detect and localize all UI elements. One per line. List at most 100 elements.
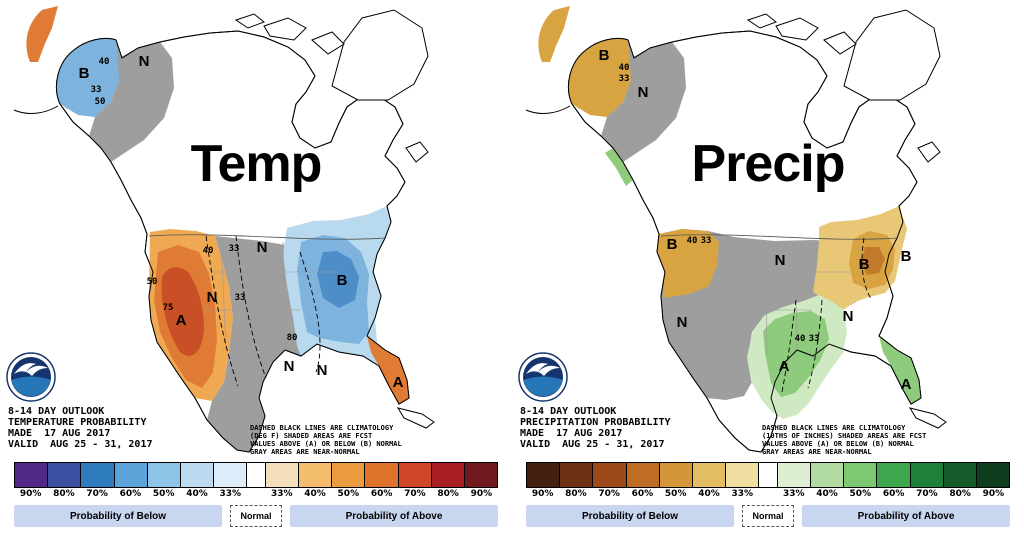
climatology-line: [781, 299, 797, 393]
scale-segment: [299, 463, 333, 487]
scale-segment: [777, 463, 812, 487]
map-label-33: 33: [91, 85, 102, 95]
map-label-40: 40: [99, 57, 110, 67]
arctic-island-1: [775, 17, 819, 41]
scale-segment: [811, 463, 845, 487]
map-label-75: 75: [163, 303, 174, 313]
scale-segment: [659, 463, 693, 487]
precip-region-south-above-mid: [763, 311, 829, 397]
scale-percent-label: 50%: [849, 489, 872, 499]
temp-outlook-text: 8-14 DAY OUTLOOK TEMPERATURE PROBABILITY…: [8, 406, 153, 450]
disclaimer-line: VALUES ABOVE (A) OR BELOW (B) NORMAL: [762, 440, 914, 448]
scale-percent-label: 40%: [698, 489, 720, 499]
disclaimer-line: GRAY AREAS ARE NEAR-NORMAL: [762, 448, 872, 456]
outlook-line: 8-14 DAY OUTLOOK: [8, 406, 105, 417]
precip-region-northwest-sliver-below: [538, 6, 570, 62]
state-line: [252, 239, 256, 355]
scale-segment: [114, 463, 148, 487]
outlook-line: 8-14 DAY OUTLOOK: [520, 406, 617, 417]
scale-percent-label: [759, 489, 777, 502]
above-caption: Probability of Above: [802, 505, 1010, 527]
map-label-A: A: [779, 358, 790, 375]
scale-segment: [431, 463, 465, 487]
scale-percent-label: 80%: [565, 489, 587, 499]
temp-title: Temp: [190, 135, 323, 193]
temp-colorbar-labels: 90% 80% 70% 60% 50% 40% 33% 33% 40% 50% 60% 70% 80% 9…: [14, 489, 498, 502]
temp-scale-captions: Probability of Below Normal Probability …: [14, 505, 498, 527]
newfoundland: [917, 141, 941, 163]
disclaimer-line: DASHED BLACK LINES ARE CLIMATOLOGY: [762, 424, 906, 432]
precip-region-pnw-below: [657, 229, 719, 298]
outlook-line: MADE 17 AUG 2017: [8, 428, 111, 439]
map-label-N: N: [207, 289, 218, 306]
map-label-33: 33: [809, 334, 820, 344]
climatology-line: [205, 235, 239, 387]
map-label-B: B: [599, 47, 610, 64]
temp-map-area: B 40 N 33 50 40 33 N 50 75 A N 33 B 80 N N A Temp 8-14 DA…: [0, 0, 512, 460]
precip-disclaimer-text: DASHED BLACK LINES ARE CLIMATOLOGY (10TH…: [762, 424, 1022, 456]
map-label-A: A: [393, 374, 404, 391]
scale-segment: [726, 463, 760, 487]
us-canada-border: [660, 234, 898, 240]
scale-segment: [15, 463, 49, 487]
scale-percent-label: 90%: [470, 489, 493, 499]
map-label-N: N: [638, 84, 649, 101]
map-label-B: B: [901, 248, 912, 265]
precip-region-panhandle-above: [605, 148, 633, 186]
map-label-40: 40: [795, 334, 806, 344]
scale-segment: [48, 463, 82, 487]
scale-segment: [180, 463, 215, 487]
scale-percent-label: 70%: [86, 489, 108, 499]
map-label-N: N: [257, 239, 268, 256]
normal-caption: Normal: [742, 505, 794, 527]
scale-percent-label: 90%: [982, 489, 1005, 499]
scale-percent-label: [247, 489, 265, 502]
noaa-logo: [518, 352, 568, 402]
scale-segment: [759, 463, 778, 487]
scale-segment: [332, 463, 366, 487]
above-caption: Probability of Above: [290, 505, 498, 527]
scale-percent-label: 40%: [816, 489, 838, 499]
scale-segment: [626, 463, 660, 487]
scale-segment: [593, 463, 627, 487]
below-caption: Probability of Below: [526, 505, 734, 527]
scale-segment: [527, 463, 561, 487]
scale-percent-label: 80%: [53, 489, 75, 499]
scale-segment: [147, 463, 181, 487]
scale-percent-label: 60%: [370, 489, 393, 499]
scale-segment: [910, 463, 944, 487]
state-line: [764, 239, 768, 355]
temp-region-northwest-sliver-above: [26, 6, 58, 62]
outlook-line: VALID AUG 25 - 31, 2017: [520, 439, 665, 450]
disclaimer-line: GRAY AREAS ARE NEAR-NORMAL: [250, 448, 360, 456]
scale-segment: [464, 463, 498, 487]
scale-percent-label: 90%: [531, 489, 554, 499]
climatology-line: [235, 235, 267, 379]
map-label-N: N: [677, 314, 688, 331]
map-label-B: B: [859, 256, 870, 273]
state-line: [282, 241, 286, 351]
map-label-B: B: [667, 236, 678, 253]
state-line: [220, 237, 227, 351]
panel-precipitation: B 40 33 N B 40 33 N N N B B 40 33 A A Precip 8-14 DAY O…: [512, 0, 1024, 535]
scale-segment: [398, 463, 432, 487]
outlook-line: VALID AUG 25 - 31, 2017: [8, 439, 153, 450]
us-canada-border: [148, 234, 386, 240]
temp-disclaimer-text: DASHED BLACK LINES ARE CLIMATOLOGY (DEG …: [250, 424, 510, 456]
noaa-logo: [6, 352, 56, 402]
map-label-B: B: [79, 65, 90, 82]
scale-percent-label: 80%: [949, 489, 971, 499]
map-label-33: 33: [701, 236, 712, 246]
scale-segment: [265, 463, 300, 487]
cuba: [396, 407, 435, 429]
precip-title: Precip: [691, 135, 846, 193]
scale-percent-label: 33%: [219, 489, 241, 499]
panel-temperature: B 40 N 33 50 40 33 N 50 75 A N 33 B 80 N N A Temp 8-14 DA…: [0, 0, 512, 527]
arctic-island-2: [823, 31, 857, 55]
scale-segment: [976, 463, 1010, 487]
scale-segment: [214, 463, 248, 487]
